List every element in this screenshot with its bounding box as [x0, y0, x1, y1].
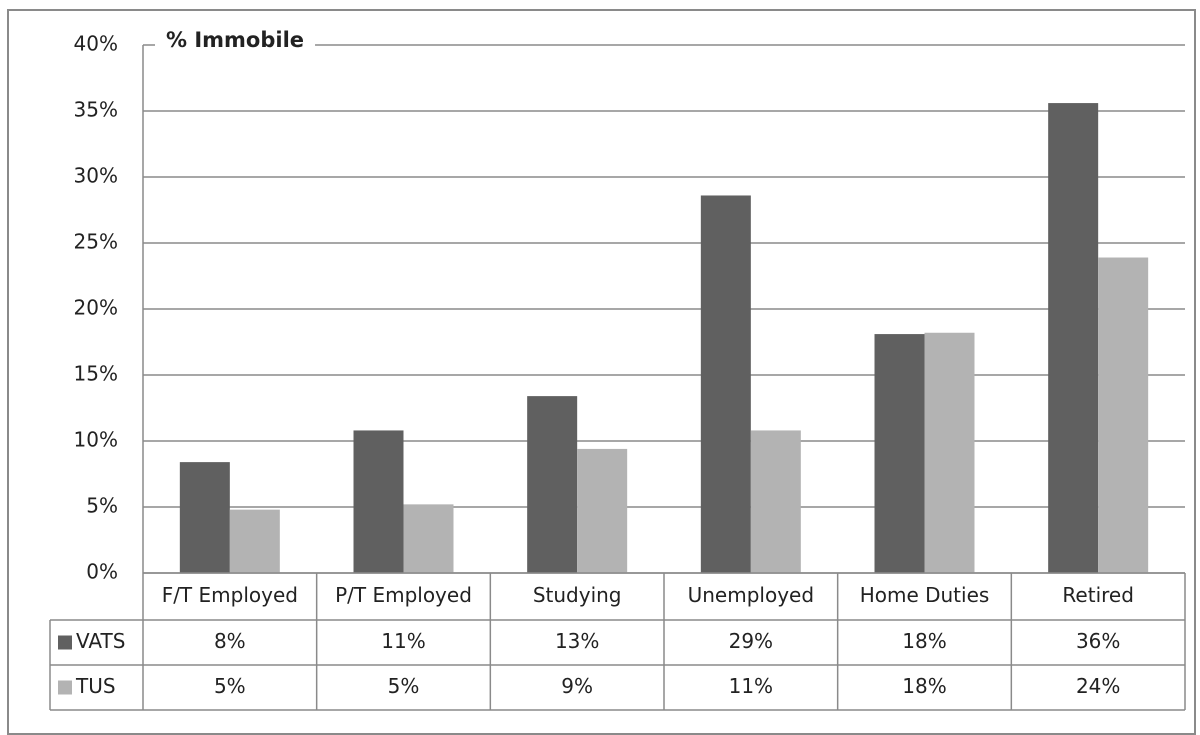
data-table-value: 5% [214, 674, 246, 698]
x-tick-label: Home Duties [860, 583, 990, 607]
y-tick-label: 15% [74, 362, 118, 386]
y-tick-label: 20% [74, 296, 118, 320]
y-tick-label: 30% [74, 164, 118, 188]
legend-swatch [58, 680, 72, 695]
bar [229, 509, 280, 573]
bar [750, 430, 801, 573]
data-table-value: 5% [388, 674, 420, 698]
bar [577, 448, 628, 573]
title-background [155, 28, 316, 54]
legend-label: TUS [75, 674, 116, 698]
bar [1048, 103, 1099, 573]
x-tick-label: P/T Employed [335, 583, 472, 607]
data-table-value: 18% [902, 674, 946, 698]
bar [1098, 257, 1149, 573]
bar [924, 332, 975, 573]
bar [874, 334, 925, 573]
legend-label: VATS [76, 629, 125, 653]
data-table-value: 13% [555, 629, 599, 653]
y-tick-label: 0% [86, 560, 118, 584]
y-tick-label: 25% [74, 230, 118, 254]
chart-border [7, 9, 1196, 735]
y-tick-label: 40% [74, 32, 118, 56]
chart-title: % Immobile [166, 28, 304, 52]
data-table-value: 18% [902, 629, 946, 653]
data-table-value: 24% [1076, 674, 1120, 698]
y-tick-label: 10% [74, 428, 118, 452]
x-tick-label: Studying [533, 583, 622, 607]
bar [527, 396, 578, 573]
x-tick-label: Retired [1062, 583, 1133, 607]
data-table-value: 11% [729, 674, 773, 698]
x-tick-label: F/T Employed [162, 583, 298, 607]
bar [353, 430, 404, 573]
data-table-value: 8% [214, 629, 246, 653]
legend-swatch [58, 635, 72, 650]
data-table-value: 29% [729, 629, 773, 653]
bar [179, 462, 230, 573]
data-table-value: 11% [381, 629, 425, 653]
bar [403, 504, 454, 573]
y-tick-label: 5% [86, 494, 118, 518]
data-table-value: 36% [1076, 629, 1120, 653]
x-tick-label: Unemployed [688, 583, 814, 607]
y-tick-label: 35% [74, 98, 118, 122]
bar [700, 195, 751, 574]
data-table-value: 9% [561, 674, 593, 698]
